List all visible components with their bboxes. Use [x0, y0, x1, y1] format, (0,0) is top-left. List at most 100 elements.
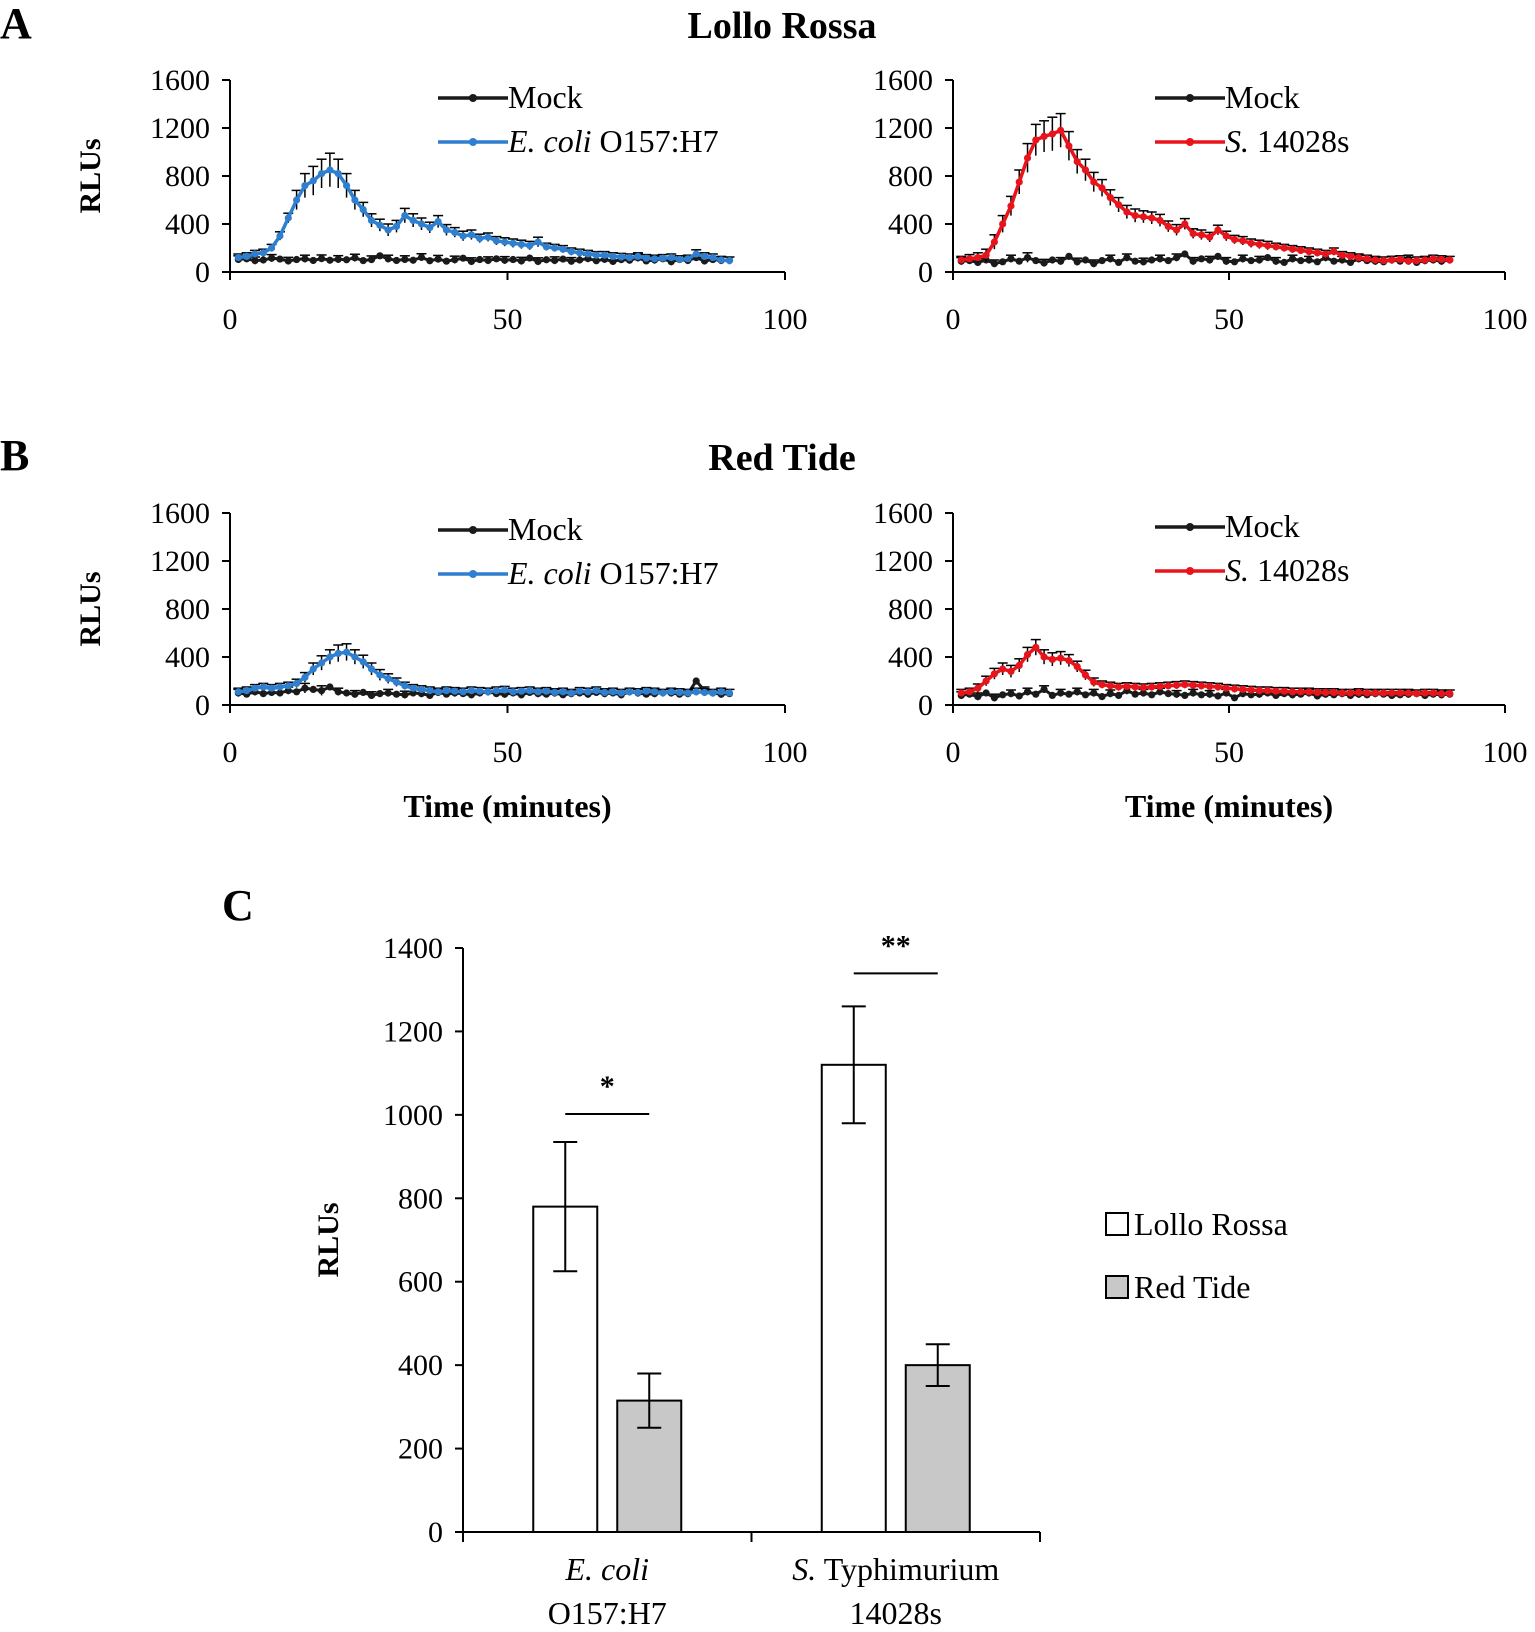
data-point	[974, 693, 982, 701]
data-point	[426, 257, 434, 265]
data-point	[467, 687, 476, 695]
data-point	[1197, 231, 1205, 239]
data-point	[1206, 256, 1214, 264]
data-point	[367, 216, 376, 224]
data-point	[1023, 688, 1032, 696]
data-point	[442, 687, 451, 695]
data-point	[1106, 682, 1114, 690]
legend-label-rest: Mock	[508, 79, 583, 115]
data-point	[1073, 158, 1081, 166]
legend-label: Red Tide	[1134, 1269, 1250, 1305]
data-point	[517, 687, 525, 695]
legend-swatch-marker	[469, 526, 477, 534]
data-point	[634, 688, 642, 697]
data-point	[1214, 683, 1222, 691]
data-point	[301, 684, 309, 692]
data-point	[409, 684, 417, 692]
data-point	[1106, 194, 1114, 202]
data-point	[650, 688, 659, 696]
data-point	[1048, 691, 1056, 700]
data-point	[1164, 690, 1172, 698]
data-point	[990, 694, 999, 702]
y-tick-label: 400	[165, 208, 210, 241]
data-point	[309, 665, 317, 673]
data-point	[1255, 256, 1263, 264]
data-point	[334, 649, 342, 658]
data-point	[576, 687, 584, 695]
data-point	[700, 688, 709, 697]
data-point	[259, 690, 267, 698]
data-point	[351, 196, 359, 204]
data-point	[1313, 258, 1321, 266]
data-point	[401, 212, 409, 220]
data-point	[334, 170, 342, 178]
data-point	[1032, 136, 1040, 144]
legend-label-italic: E. coli	[507, 123, 592, 159]
bar-lollo-rossa	[532, 1205, 599, 1533]
data-point	[1164, 682, 1172, 690]
data-point	[276, 683, 284, 691]
x-tick-label: 100	[763, 303, 808, 336]
x-tick-label: 100	[763, 736, 808, 769]
data-point	[1115, 691, 1123, 700]
data-point	[551, 244, 559, 252]
data-point	[293, 255, 301, 264]
data-point	[434, 255, 442, 263]
data-point	[1189, 681, 1197, 689]
bar-red-tide	[616, 1399, 683, 1533]
data-point	[592, 251, 600, 259]
data-point	[459, 232, 467, 240]
data-point	[1057, 126, 1065, 134]
data-point	[326, 683, 334, 691]
data-point	[990, 260, 999, 268]
data-point	[1156, 216, 1164, 224]
data-point	[717, 256, 725, 264]
legend-label-rest: Mock	[1225, 79, 1300, 115]
x-tick-label: 0	[946, 736, 961, 769]
data-point	[1115, 201, 1123, 209]
y-tick-label: 600	[398, 1266, 443, 1299]
data-point	[284, 682, 292, 690]
data-point	[1239, 237, 1247, 245]
data-point	[1065, 142, 1073, 150]
y-tick-label: 400	[888, 208, 933, 241]
data-point	[342, 256, 351, 264]
data-point	[1379, 257, 1388, 265]
data-point	[1305, 248, 1313, 256]
data-point	[326, 166, 334, 174]
data-point	[1206, 233, 1214, 241]
data-point	[384, 255, 392, 263]
data-point	[492, 255, 500, 263]
data-point	[1272, 243, 1280, 251]
row-title-red-tide: Red Tide	[708, 437, 855, 479]
data-point	[700, 252, 709, 260]
data-point	[1148, 214, 1156, 222]
data-point	[334, 255, 342, 263]
data-point	[434, 688, 442, 696]
y-tick-label: 800	[165, 593, 210, 626]
data-point	[692, 688, 700, 696]
data-point	[1081, 166, 1090, 174]
data-point	[384, 675, 392, 683]
data-point	[1106, 690, 1114, 698]
y-tick-label: 400	[888, 641, 933, 674]
legend-swatch-marker	[469, 570, 477, 578]
x-tick-label: 100	[1483, 303, 1528, 336]
data-point	[1338, 689, 1346, 697]
data-point	[451, 687, 459, 695]
series-line	[961, 128, 1450, 263]
data-point	[1189, 230, 1197, 238]
data-point	[982, 251, 990, 259]
data-point	[1148, 683, 1156, 691]
data-point	[1388, 256, 1396, 264]
data-point	[692, 677, 700, 685]
data-point	[1255, 687, 1263, 695]
data-point	[1197, 255, 1205, 263]
data-point	[359, 257, 367, 265]
data-point	[1015, 692, 1023, 700]
data-point	[709, 689, 717, 697]
legend-swatch-marker	[1186, 94, 1194, 102]
data-point	[551, 688, 559, 697]
data-point	[1272, 687, 1280, 695]
